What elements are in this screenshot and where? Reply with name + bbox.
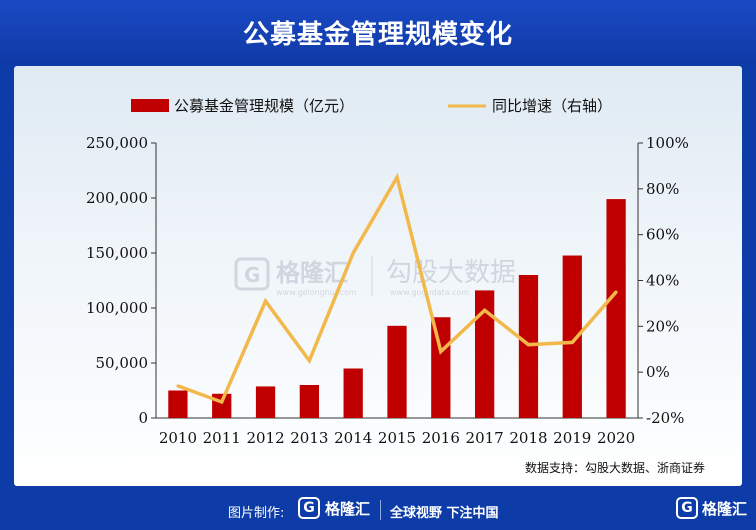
right-tick-label: 40%	[646, 272, 679, 290]
right-tick-label: -20%	[646, 409, 684, 427]
x-tick-label: 2017	[466, 429, 504, 447]
x-tick-label: 2014	[334, 429, 372, 447]
line-point	[526, 343, 530, 347]
bar	[518, 275, 539, 418]
footer-credit: 图片制作:	[228, 506, 285, 521]
x-tick-label: 2020	[597, 429, 635, 447]
x-tick-label: 2013	[290, 429, 328, 447]
bar	[212, 393, 232, 418]
source-note: 数据支持：勾股大数据、浙商证券	[525, 460, 705, 475]
left-tick-label: 250,000	[86, 134, 148, 152]
footer-logo: G 格隆汇	[298, 497, 370, 519]
line-point	[264, 299, 268, 303]
bar	[474, 290, 495, 418]
x-tick-label: 2010	[159, 429, 197, 447]
left-tick-label: 150,000	[86, 244, 148, 262]
corner-badge-icon: G	[676, 497, 698, 519]
line-point	[176, 384, 180, 388]
watermark-right-name: 勾股大数据	[386, 258, 516, 288]
bar	[255, 386, 276, 418]
corner-logo-name: 格隆汇	[702, 499, 748, 518]
x-tick-label: 2012	[246, 429, 284, 447]
axes: 250,000 200,000 150,000 100,000 50,000 0 100% 8…	[86, 134, 689, 447]
watermark-left-url: www.gelonghui.com	[276, 288, 357, 297]
bar	[168, 390, 188, 418]
line-point	[395, 175, 399, 179]
x-tick-label: 2016	[422, 429, 460, 447]
line-point	[570, 340, 574, 344]
footer: 图片制作: G 格隆汇 全球视野 下注中国 G 格隆汇	[0, 492, 756, 530]
watermark-right-url: www.gogudata.com	[390, 288, 469, 297]
line-point	[439, 350, 443, 354]
line-point	[483, 308, 487, 312]
legend: 公募基金管理规模（亿元） 同比增速（右轴）	[131, 97, 612, 115]
right-tick-label: 80%	[646, 180, 679, 198]
left-tick-label: 50,000	[96, 354, 149, 372]
x-tick-label: 2011	[203, 429, 241, 447]
left-tick-label: 0	[138, 409, 148, 427]
line-point	[307, 359, 311, 363]
corner-logo: G 格隆汇	[676, 497, 747, 519]
header-bar: 公募基金管理规模变化	[0, 0, 756, 64]
watermark-left-name: 格隆汇	[276, 259, 348, 287]
x-tick-label: 2018	[509, 429, 547, 447]
x-tick-label: 2015	[378, 429, 416, 447]
line-point	[614, 290, 618, 294]
logo-badge-icon: G	[298, 497, 320, 519]
line-point	[351, 251, 355, 255]
x-tick-label: 2019	[553, 429, 591, 447]
chart-card: G 格隆汇 www.gelonghui.com 勾股大数据 www.goguda…	[14, 66, 742, 486]
bar	[431, 317, 451, 418]
chart: G 格隆汇 www.gelonghui.com 勾股大数据 www.goguda…	[86, 97, 705, 475]
right-tick-label: 0%	[646, 363, 670, 381]
left-tick-label: 200,000	[86, 189, 148, 207]
bar-series	[168, 199, 626, 418]
page-title: 公募基金管理规模变化	[242, 19, 513, 50]
left-tick-label: 100,000	[86, 299, 148, 317]
line-point	[220, 400, 224, 404]
line-series	[176, 172, 618, 405]
bar	[562, 255, 582, 418]
watermark: G 格隆汇 www.gelonghui.com 勾股大数据 www.goguda…	[234, 256, 516, 297]
watermark-badge-letter: G	[244, 263, 260, 287]
bar	[299, 385, 320, 418]
right-tick-label: 20%	[646, 317, 679, 335]
legend-bar-swatch	[131, 99, 169, 112]
footer-logo-name: 格隆汇	[325, 499, 371, 518]
footer-divider	[380, 500, 381, 520]
watermark-badge-icon	[234, 257, 270, 291]
bar	[343, 368, 363, 418]
right-tick-label: 100%	[646, 134, 689, 152]
right-tick-label: 60%	[646, 226, 679, 244]
bar	[387, 325, 407, 418]
bar	[606, 199, 626, 418]
legend-line-label: 同比增速（右轴）	[492, 97, 612, 115]
footer-slogan: 全球视野 下注中国	[390, 506, 499, 521]
legend-bar-label: 公募基金管理规模（亿元）	[174, 97, 354, 115]
